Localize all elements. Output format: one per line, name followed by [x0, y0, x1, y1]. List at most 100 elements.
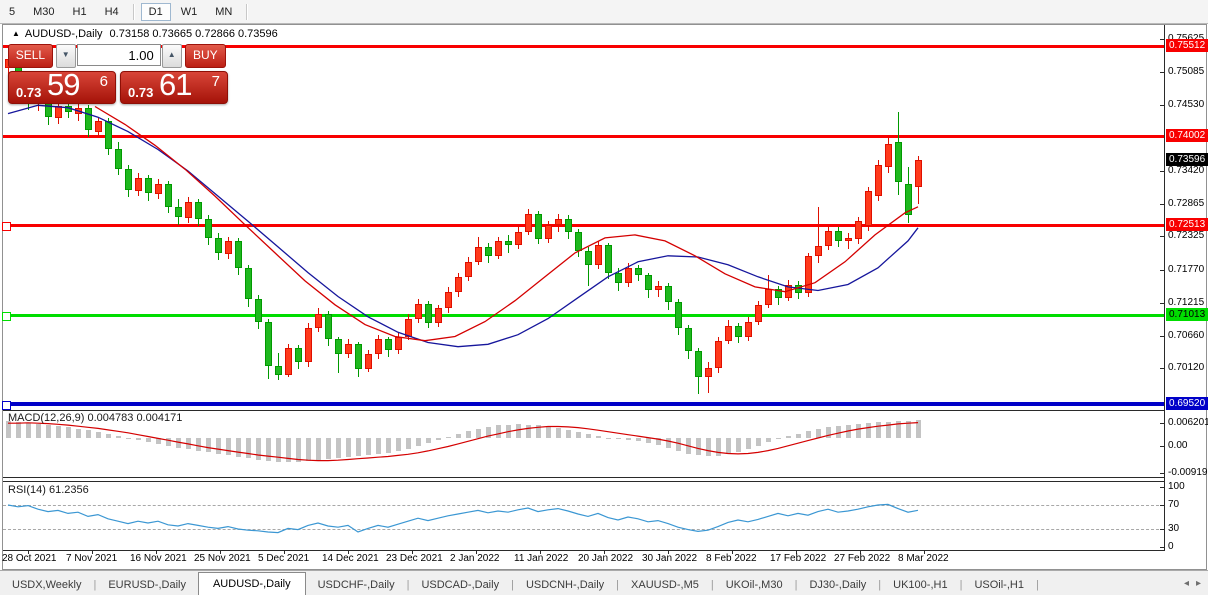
- tab-audusd-daily[interactable]: AUDUSD-,Daily: [197, 572, 306, 595]
- macd-bar: [536, 425, 541, 438]
- timeframe-button-d1[interactable]: D1: [140, 2, 171, 21]
- macd-bar: [746, 438, 751, 449]
- macd-bar: [206, 438, 211, 452]
- candle-body: [245, 268, 252, 299]
- macd-bar: [686, 438, 691, 454]
- buy-price-button[interactable]: 0.73 61 7: [120, 67, 228, 104]
- candle-body: [725, 326, 732, 341]
- macd-bar: [696, 438, 701, 455]
- tab-eurusd-daily[interactable]: EURUSD-,Daily: [108, 579, 186, 591]
- macd-bar: [766, 438, 771, 442]
- volume-input[interactable]: [76, 44, 161, 66]
- macd-bar: [836, 426, 841, 438]
- macd-bar: [526, 425, 531, 438]
- price-tick-mark: [1160, 236, 1164, 237]
- horizontal-level-line[interactable]: [3, 314, 1164, 317]
- price-tick-label: 0.72865: [1168, 198, 1205, 209]
- timeframe-button-h1[interactable]: H1: [72, 5, 87, 18]
- date-tick-mark: [220, 550, 221, 554]
- timeframe-button-5[interactable]: 5: [9, 5, 16, 18]
- timeframe-button-m30[interactable]: M30: [33, 5, 55, 18]
- sell-price-button[interactable]: 0.73 59 6: [8, 67, 116, 104]
- date-tick-mark: [156, 550, 157, 554]
- tabs-scroll-left-icon[interactable]: ◂: [1183, 578, 1189, 589]
- macd-bar: [266, 438, 271, 461]
- price-tick-mark: [1160, 39, 1164, 40]
- symbol-tab-bar: USDX,Weekly | EURUSD-,Daily AUDUSD-,Daily US…: [0, 570, 1208, 595]
- price-tick-mark: [1160, 72, 1164, 73]
- rsi-indicator-label: RSI(14) 61.2356: [8, 484, 89, 496]
- timeframe-button-w1[interactable]: W1: [180, 5, 198, 18]
- level-drag-handle[interactable]: [2, 312, 11, 321]
- candle-body: [865, 191, 872, 226]
- macd-bar: [236, 438, 241, 457]
- tab-uk100-h1[interactable]: UK100-,H1: [893, 579, 948, 591]
- price-tick-mark: [1160, 270, 1164, 271]
- tab-xauusd-m5[interactable]: XAUUSD-,M5: [631, 579, 699, 591]
- buy-button[interactable]: BUY: [184, 44, 226, 68]
- candle-body: [845, 238, 852, 241]
- rsi-axis-label: 0: [1168, 541, 1174, 552]
- candle-body: [835, 231, 842, 241]
- volume-decrease-button[interactable]: ▼: [55, 44, 76, 68]
- candle-body: [325, 314, 332, 339]
- price-tick-label: 0.71215: [1168, 297, 1205, 308]
- macd-bar: [566, 430, 571, 438]
- candle-body: [895, 142, 902, 182]
- tab-dj30-daily[interactable]: DJ30-,Daily: [809, 579, 867, 591]
- horizontal-level-line[interactable]: [3, 402, 1164, 406]
- candle-body: [625, 268, 632, 283]
- tab-separator: |: [959, 579, 963, 591]
- horizontal-level-line[interactable]: [3, 135, 1164, 138]
- timeframe-button-mn[interactable]: MN: [215, 5, 233, 18]
- macd-bar: [356, 438, 361, 456]
- macd-bar: [656, 438, 661, 445]
- date-label: 14 Dec 2021: [322, 553, 379, 564]
- candle-body: [425, 304, 432, 323]
- macd-bar: [496, 425, 501, 438]
- candle-body: [65, 106, 72, 112]
- candle-body: [365, 354, 372, 369]
- date-tick-mark: [732, 550, 733, 554]
- macd-bar: [416, 438, 421, 446]
- candle-body: [715, 341, 722, 368]
- macd-bar: [436, 438, 441, 440]
- tabs-scroll-right-icon[interactable]: ▸: [1195, 578, 1201, 589]
- macd-bar: [146, 438, 151, 442]
- candle-body: [265, 322, 272, 366]
- tab-usdcad-daily[interactable]: USDCAD-,Daily: [421, 579, 500, 591]
- macd-bar: [36, 424, 41, 438]
- tab-usoil-h1[interactable]: USOil-,H1: [974, 579, 1024, 591]
- price-tick-label: 0.73420: [1168, 165, 1205, 176]
- candle-body: [305, 328, 312, 362]
- macd-bar: [16, 422, 21, 438]
- tab-usdchf-daily[interactable]: USDCHF-,Daily: [317, 579, 395, 591]
- macd-bar: [446, 437, 451, 438]
- level-drag-handle[interactable]: [2, 222, 11, 231]
- candle-body: [615, 273, 622, 283]
- sell-button[interactable]: SELL: [8, 44, 53, 68]
- macd-bar: [376, 438, 381, 454]
- macd-bar: [156, 438, 161, 444]
- level-drag-handle[interactable]: [2, 401, 11, 410]
- candle-body: [295, 348, 302, 362]
- volume-increase-button[interactable]: ▲: [161, 44, 182, 68]
- macd-bar: [46, 425, 51, 438]
- macd-bar: [676, 438, 681, 451]
- timeframe-button-h4[interactable]: H4: [104, 5, 119, 18]
- date-tick-mark: [92, 550, 93, 554]
- current-price-label: 0.73596: [1166, 153, 1208, 166]
- price-tick-label: 0.74530: [1168, 99, 1205, 110]
- candle-body: [135, 178, 142, 191]
- tab-usdcnh-daily[interactable]: USDCNH-,Daily: [525, 579, 605, 591]
- macd-bar: [786, 436, 791, 438]
- candle-body: [605, 245, 612, 273]
- macd-bar: [596, 436, 601, 438]
- candle-body: [395, 337, 402, 350]
- macd-axis-label: 0.006201: [1168, 417, 1208, 428]
- macd-bar: [276, 438, 281, 462]
- horizontal-level-line[interactable]: [3, 45, 1164, 48]
- tab-ukoil-m30[interactable]: UKOil-,M30: [725, 579, 783, 591]
- candle-body: [675, 302, 682, 328]
- tab-usdx-weekly[interactable]: USDX,Weekly: [12, 579, 82, 591]
